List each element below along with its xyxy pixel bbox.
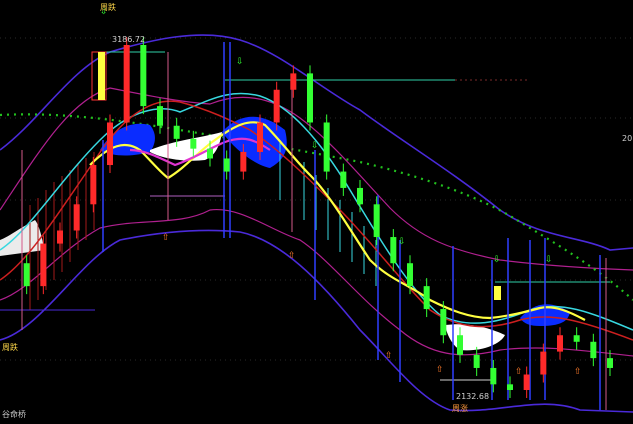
arrow-down-icon: ⇩ — [545, 255, 553, 265]
arrow-up-icon: ⇧ — [515, 367, 523, 377]
candle-body — [457, 335, 463, 355]
yellow-moving-average — [89, 121, 586, 321]
candle-body — [190, 138, 197, 149]
arrow-down-icon: ⇩ — [100, 7, 108, 17]
vertical-markers — [102, 42, 601, 410]
candle-body — [207, 148, 213, 159]
candle-body — [423, 286, 430, 310]
candle-body — [257, 122, 263, 152]
candles — [23, 37, 613, 398]
candle-body — [173, 125, 180, 139]
candle-body — [557, 335, 563, 352]
candle-body — [390, 237, 397, 264]
candle-body — [223, 158, 230, 172]
candle-body — [573, 335, 580, 342]
high-price-label: 3186.72 — [112, 35, 146, 44]
candle-highlight — [98, 52, 105, 100]
candle-highlight — [494, 286, 501, 300]
bottom-left-label: 谷命桥 — [2, 410, 26, 419]
arrow-down-icon: ⇩ — [398, 237, 406, 247]
candle-body — [140, 45, 147, 107]
low-price-label: 2132.68 — [456, 392, 490, 401]
candle-body — [490, 367, 497, 385]
candle-body — [40, 243, 47, 287]
candle-body — [57, 230, 63, 244]
candle-body — [590, 341, 597, 359]
candle-body — [540, 351, 547, 375]
candle-body — [473, 354, 480, 368]
level-lines — [0, 51, 610, 381]
arrow-up-icon: ⇧ — [162, 233, 170, 243]
candle-body — [440, 309, 447, 336]
cyan-moving-average — [0, 92, 633, 331]
axis-fragment-label: 20 — [622, 134, 633, 143]
candle-body — [523, 374, 530, 390]
grid-lines — [0, 37, 633, 361]
top-marker-label: 周跌 — [100, 3, 116, 12]
long-moving-average-dotted — [0, 113, 633, 301]
arrow-down-icon: ⇩ — [236, 57, 244, 67]
signal-arrows: ⇩ ⇩ ⇩ ⇩ ⇩ ⇩ ⇧ ⇧ ⇧ ⇧ ⇧ ⇧ — [100, 7, 582, 377]
candle-body — [157, 106, 163, 126]
candle-body — [323, 122, 330, 172]
arrow-up-icon: ⇧ — [288, 251, 296, 261]
candle-body — [340, 171, 347, 188]
candle-body — [90, 165, 97, 205]
candle-body — [290, 73, 297, 90]
arrow-up-icon: ⇧ — [385, 351, 393, 361]
candle-body — [307, 73, 313, 123]
candle-body — [407, 263, 413, 287]
candle-body — [107, 122, 113, 166]
candle-body — [240, 151, 247, 172]
arrow-up-icon: ⇧ — [436, 365, 444, 375]
arrow-up-icon: ⇧ — [574, 367, 582, 377]
candle-body — [23, 263, 30, 287]
left-marker-label: 周跌 — [2, 343, 18, 352]
candle-body — [373, 204, 380, 238]
channel-lower — [0, 208, 633, 357]
candle-body — [607, 358, 613, 368]
low-marker-label: 周涨 — [452, 404, 468, 413]
candle-body — [357, 187, 363, 205]
arrow-down-icon: ⇩ — [311, 141, 319, 151]
arrow-down-icon: ⇩ — [493, 255, 501, 265]
magenta-moving-average — [129, 137, 271, 167]
candle-body — [123, 45, 130, 123]
pink-markers — [21, 52, 607, 410]
candle-body — [73, 204, 80, 231]
candle-body — [273, 89, 280, 123]
candle-body — [507, 384, 513, 390]
